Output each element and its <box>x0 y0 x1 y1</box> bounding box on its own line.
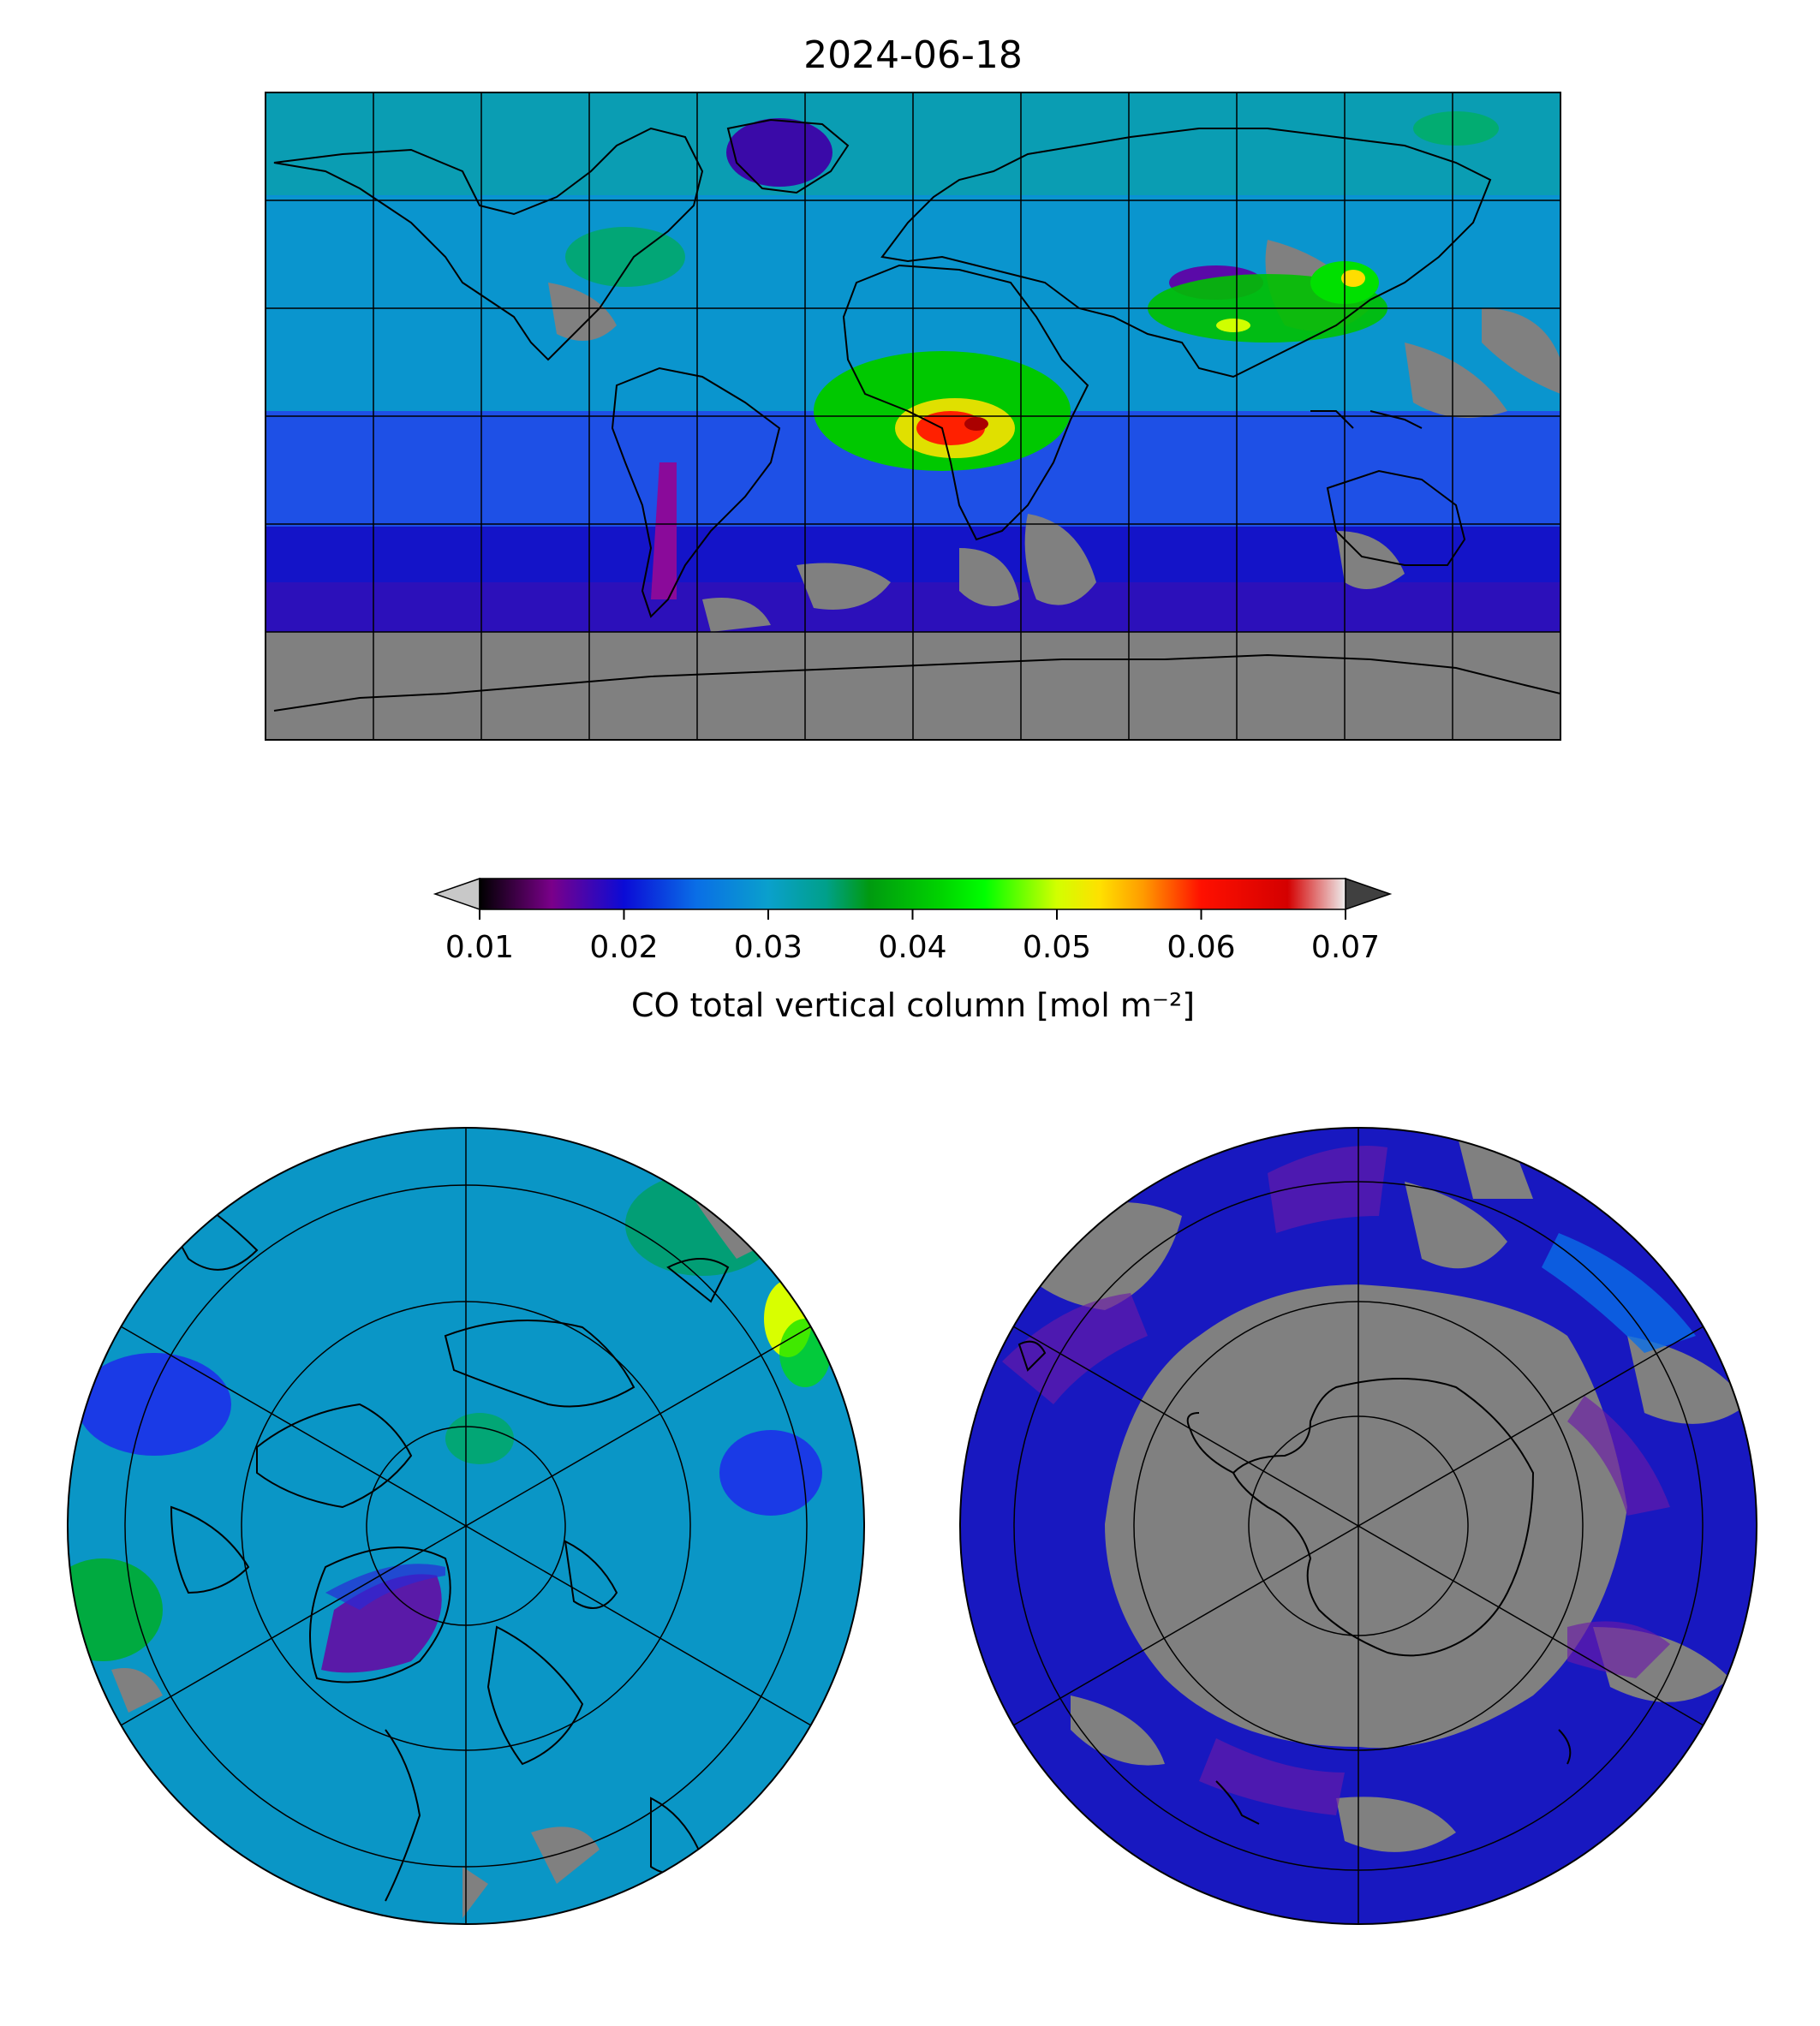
north-polar-map <box>67 1127 865 1925</box>
colorbar-tick-label: 0.02 <box>589 930 658 965</box>
co-field-china-yellow <box>1341 270 1365 287</box>
co-field-na-green <box>565 227 685 287</box>
co-field-siberia-green <box>1413 111 1499 146</box>
co-field-india-yellow <box>1216 319 1250 332</box>
colorbar-tick-label: 0.07 <box>1311 930 1380 965</box>
colorbar-tick-label: 0.03 <box>734 930 803 965</box>
co-field-np-green-north <box>445 1413 514 1464</box>
co-field-np-green-asia <box>625 1173 779 1276</box>
sp-graticule <box>1012 1128 1704 1924</box>
colorbar-label: CO total vertical column [mol m⁻²] <box>631 986 1195 1024</box>
graticule <box>266 92 1560 740</box>
co-field-np-blue-east <box>719 1430 822 1516</box>
global-map-frame <box>265 92 1561 741</box>
co-field-greenland <box>726 118 832 187</box>
no-data-sp-inner <box>1105 1284 1627 1749</box>
south-polar-map <box>959 1127 1757 1925</box>
colorbar-tick-label: 0.06 <box>1167 930 1235 965</box>
co-field-np-blue-west <box>77 1353 231 1456</box>
colorbar-ticks: 0.01 0.02 0.03 0.04 0.05 0.06 0.07 <box>445 909 1380 965</box>
colorbar-tick-label: 0.01 <box>445 930 514 965</box>
colorbar-tick-label: 0.05 <box>1023 930 1091 965</box>
co-field-africa-hotspot <box>964 417 988 431</box>
co-field-np-greenland-outer <box>325 1564 445 1610</box>
colorbar-gradient <box>479 878 1346 910</box>
figure-title: 2024-06-18 <box>803 33 1023 77</box>
no-data-patches <box>548 240 1560 632</box>
sp-coastlines <box>1017 1340 1572 1825</box>
global-map <box>265 92 1561 741</box>
colorbar-over-triangle <box>1345 877 1393 911</box>
colorbar-tick-label: 0.04 <box>878 930 946 965</box>
colorbar-under-triangle <box>433 877 480 911</box>
sp-map-frame <box>959 1127 1757 1925</box>
co-field-np-green-south <box>68 1558 163 1661</box>
colorbar: 0.01 0.02 0.03 0.04 0.05 0.06 0.07 CO total ve… <box>433 877 1393 1024</box>
np-graticule <box>120 1128 812 1924</box>
coastlines <box>273 118 1560 712</box>
np-map-frame <box>67 1127 865 1925</box>
co-field-np-asia-green-bright <box>779 1319 831 1387</box>
co-field-andes <box>651 462 677 599</box>
